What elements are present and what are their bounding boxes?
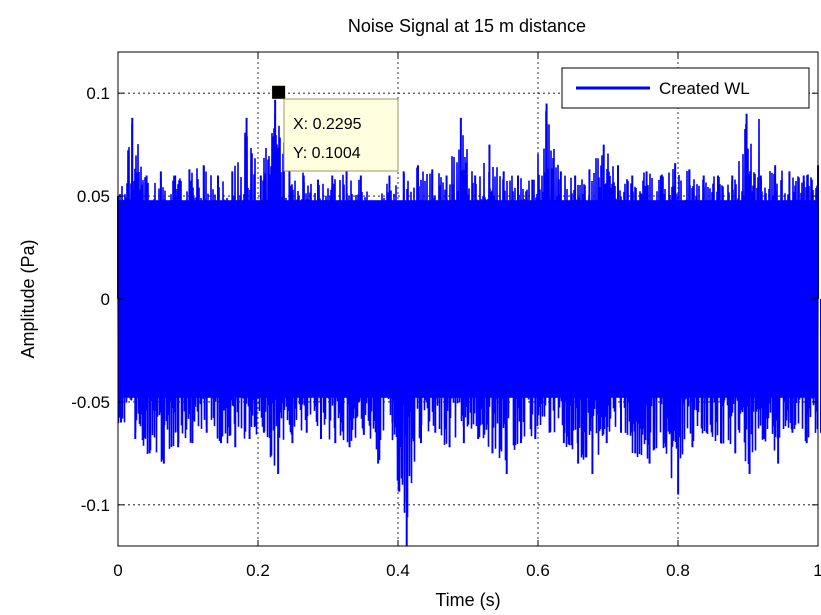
x-tick-label: 0 <box>113 561 122 580</box>
data-tip-marker[interactable] <box>271 84 287 100</box>
x-tick-label: 1 <box>813 561 821 580</box>
y-tick-label: -0.05 <box>71 393 110 412</box>
legend-entry-created-wl: Created WL <box>659 79 750 98</box>
x-tick-label: 0.2 <box>246 561 270 580</box>
axis-ticks: 0 0.2 0.4 0.6 0.8 1 0.1 0.05 0 -0.05 -0.1 <box>71 52 821 580</box>
y-tick-label: 0.05 <box>77 187 110 206</box>
y-tick-label: 0 <box>101 290 110 309</box>
legend: Created WL <box>561 67 810 109</box>
x-tick-label: 0.8 <box>666 561 690 580</box>
data-tip-box <box>283 98 399 172</box>
chart-title: Noise Signal at 15 m distance <box>348 16 586 36</box>
y-tick-label: 0.1 <box>86 84 110 103</box>
x-tick-label: 0.4 <box>386 561 410 580</box>
y-tick-label: -0.1 <box>81 496 110 515</box>
data-tip[interactable]: X: 0.2295 Y: 0.1004 <box>271 84 399 172</box>
x-tick-label: 0.6 <box>526 561 550 580</box>
signal-series-created-wl <box>117 92 821 546</box>
data-tip-y: Y: 0.1004 <box>293 145 361 162</box>
x-axis-label: Time (s) <box>435 590 500 610</box>
y-axis-label: Amplitude (Pa) <box>18 239 38 358</box>
data-tip-x: X: 0.2295 <box>293 116 362 133</box>
